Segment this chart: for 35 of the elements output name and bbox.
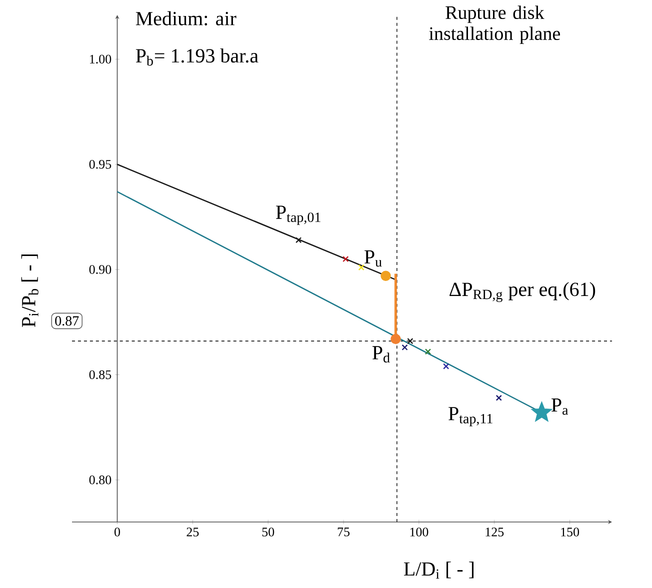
point <box>532 402 552 422</box>
y-tick-label: 0.80 <box>89 476 112 484</box>
x-tick-label: 150 <box>561 528 580 536</box>
point <box>424 348 432 355</box>
point <box>407 338 414 344</box>
point <box>402 344 408 350</box>
y-tick-label: 0.85 <box>89 370 112 380</box>
annotation: P$_{d}$ <box>372 346 390 363</box>
y-axis-title: P$_{i}$/P$_{b}$ [ - ] <box>21 254 38 328</box>
x-tick-label: 100 <box>410 528 428 536</box>
y-tick-label: 0.90 <box>89 265 112 274</box>
x-axis-title: L/D$_{i}$ [ - ] <box>404 562 474 579</box>
annotation: ΔP$_{RD,g}$ per eq.(61) <box>450 282 596 302</box>
ref-line-label: Rupture disk installation plane <box>429 6 560 44</box>
x-tick-label: 125 <box>486 528 504 536</box>
y-tick-label: 0.95 <box>89 160 112 169</box>
point <box>496 394 502 401</box>
point <box>390 334 401 344</box>
point <box>443 363 450 370</box>
point <box>358 264 364 271</box>
annotation: P$_{a}$ <box>551 398 568 415</box>
annotation: Medium: air <box>136 11 236 26</box>
annotation: P$_{tap,01}$ <box>276 206 320 225</box>
point <box>380 270 391 281</box>
ref-line-label: 0.87 <box>55 316 79 326</box>
annotation: P$_{b}$= 1.193 bar.a <box>136 48 258 66</box>
annotation: P$_{u}$ <box>364 250 382 267</box>
x-tick-label: 25 <box>186 528 199 536</box>
x-tick-label: 50 <box>262 528 274 536</box>
y-tick-label: 1.00 <box>90 54 112 64</box>
point <box>342 256 349 262</box>
annotation: P$_{tap,11}$ <box>448 407 492 426</box>
x-tick-label: 0 <box>114 528 120 536</box>
point <box>295 237 302 244</box>
x-tick-label: 75 <box>338 528 350 536</box>
